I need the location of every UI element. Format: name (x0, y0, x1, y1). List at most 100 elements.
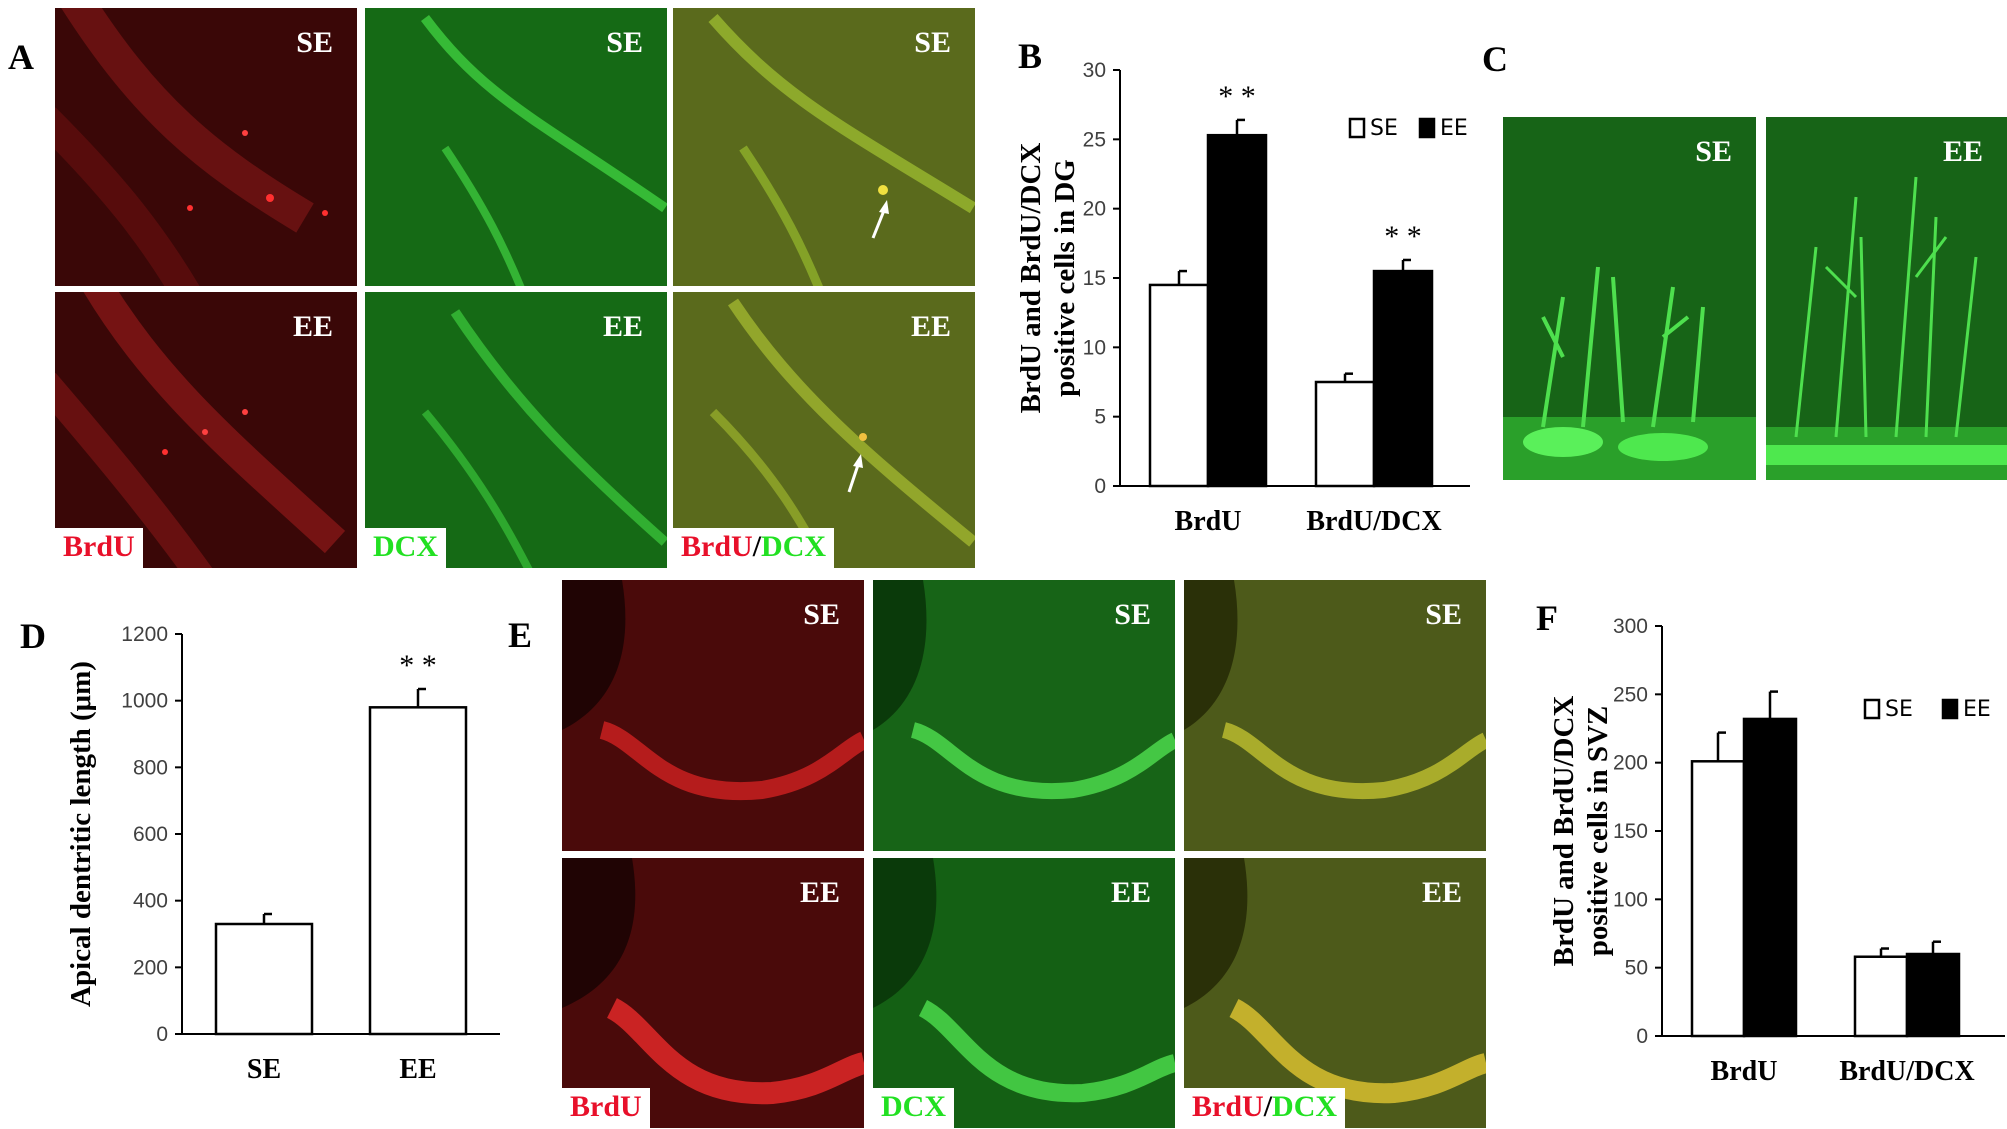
y-tick-label: 15 (1083, 267, 1106, 290)
bar-ee (1742, 717, 1798, 1038)
y-tick-label: 10 (1083, 336, 1106, 359)
y-tick-label: 250 (1613, 683, 1648, 706)
condition-label: SE (1425, 598, 1462, 631)
bar-value (368, 706, 468, 1036)
bar-se (1314, 380, 1376, 488)
significance-marker: * * (1384, 220, 1422, 253)
merge-stain-tag: BrdU/DCX (673, 528, 835, 568)
panel-b-label: B (1018, 36, 1042, 76)
legend-label: EE (1963, 697, 1991, 722)
y-tick-label: 150 (1613, 820, 1648, 843)
category-label: EE (399, 1054, 436, 1085)
micrograph-c-se: SE (1503, 117, 1756, 480)
condition-label: EE (1110, 876, 1151, 909)
micrograph-e-merge-se: SE (1184, 580, 1486, 851)
condition-label: SE (914, 26, 951, 59)
micrograph-c-ee: EE (1766, 117, 2007, 480)
y-tick-label: 0 (1094, 475, 1106, 498)
y-tick-label: 1000 (121, 690, 168, 713)
panel-a-label: A (8, 37, 34, 77)
dcx-stain-tag: DCX (365, 528, 446, 568)
y-axis-label: BrdU and BrdU/DCX (1548, 696, 1580, 967)
condition-label: SE (296, 26, 333, 59)
chart-f: F 0 50 100 150 200 250 300 BrdU and BrdU/DCX posi… (1536, 598, 2005, 1087)
category-label: BrdU (1711, 1056, 1778, 1087)
y-tick-label: 800 (133, 756, 168, 779)
brdu-stain-tag: BrdU (562, 1088, 650, 1128)
chart-b: B 0 5 10 15 20 25 30 BrdU and BrdU/DCX positive c… (1015, 36, 1470, 537)
micrograph-a-merge-ee: EE BrdU/DCX (673, 292, 975, 568)
category-label: SE (247, 1054, 281, 1085)
dcx-tag-part: DCX (761, 530, 827, 563)
legend-swatch-se (1348, 117, 1366, 139)
micrograph-a-brdu-ee: EE BrdU (55, 292, 357, 568)
condition-label: SE (803, 598, 840, 631)
y-tick-label: 400 (133, 890, 168, 913)
condition-label: EE (1942, 135, 1983, 168)
micrograph-e-dcx-ee: EE DCX (873, 858, 1175, 1128)
brdu-tag-part: BrdU (1192, 1090, 1264, 1123)
bar-se (1853, 955, 1909, 1038)
condition-label: SE (1114, 598, 1151, 631)
condition-label: EE (602, 310, 643, 343)
y-tick-label: 0 (156, 1023, 168, 1046)
legend-label: SE (1370, 116, 1398, 141)
y-tick-label: 30 (1083, 59, 1106, 82)
condition-label: SE (606, 26, 643, 59)
bar-se (1148, 283, 1210, 488)
condition-label: EE (910, 310, 951, 343)
y-tick-label: 20 (1083, 198, 1106, 221)
condition-label: SE (1695, 135, 1732, 168)
condition-label: EE (799, 876, 840, 909)
panel-d-label: D (20, 616, 46, 656)
legend-swatch-ee (1418, 117, 1436, 139)
merge-stain-tag: BrdU/DCX (1184, 1088, 1346, 1128)
y-tick-label: 1200 (121, 623, 168, 646)
y-tick-label: 0 (1636, 1025, 1648, 1048)
legend-label: EE (1440, 116, 1468, 141)
dcx-tag-part: DCX (1272, 1090, 1338, 1123)
y-axis-label: Apical dentritic length (μm) (65, 661, 97, 1007)
brdu-tag-part: BrdU (681, 530, 753, 563)
chart-d: D 0 200 400 600 800 1000 1200 Apical dentritic l… (20, 616, 500, 1085)
micrograph-e-brdu-ee: EE BrdU (562, 858, 864, 1128)
micrograph-a-merge-se: SE (673, 8, 975, 286)
micrograph-a-brdu-se: SE (55, 8, 357, 286)
category-label: BrdU (1175, 506, 1242, 537)
y-axis-label: BrdU and BrdU/DCX (1015, 143, 1047, 414)
condition-label: EE (292, 310, 333, 343)
micrograph-e-dcx-se: SE (873, 580, 1175, 851)
legend-label: SE (1885, 697, 1913, 722)
bar-ee (1206, 133, 1268, 488)
y-tick-label: 5 (1094, 406, 1106, 429)
significance-marker: * * (399, 649, 437, 682)
slash-separator: / (752, 530, 762, 563)
y-axis-label: positive cells in SVZ (1582, 706, 1614, 957)
micrograph-e-merge-ee: EE BrdU/DCX (1184, 858, 1486, 1128)
panel-f-label: F (1536, 598, 1558, 638)
micrograph-e-brdu-se: SE (562, 580, 864, 851)
micrograph-a-dcx-se: SE (365, 8, 667, 286)
category-label: BrdU/DCX (1306, 506, 1441, 537)
y-tick-label: 200 (1613, 752, 1648, 775)
dcx-stain-tag: DCX (873, 1088, 954, 1128)
significance-marker: * * (1218, 80, 1256, 113)
y-tick-label: 300 (1613, 615, 1648, 638)
micrograph-a-dcx-ee: EE DCX (365, 292, 667, 568)
y-tick-label: 100 (1613, 888, 1648, 911)
y-tick-label: 200 (133, 956, 168, 979)
panel-c-label: C (1482, 39, 1508, 79)
brdu-stain-tag: BrdU (55, 528, 143, 568)
bar-value (214, 922, 314, 1036)
y-axis-label: positive cells in DG (1049, 159, 1081, 397)
y-tick-label: 50 (1625, 957, 1648, 980)
condition-label: EE (1421, 876, 1462, 909)
bar-se (1690, 760, 1746, 1038)
panel-e-label: E (508, 615, 533, 655)
bar-ee (1905, 952, 1961, 1038)
legend-swatch-se (1863, 698, 1881, 720)
category-label: BrdU/DCX (1839, 1056, 1974, 1087)
y-tick-label: 25 (1083, 128, 1106, 151)
bar-ee (1372, 269, 1434, 488)
slash-separator: / (1263, 1090, 1273, 1123)
